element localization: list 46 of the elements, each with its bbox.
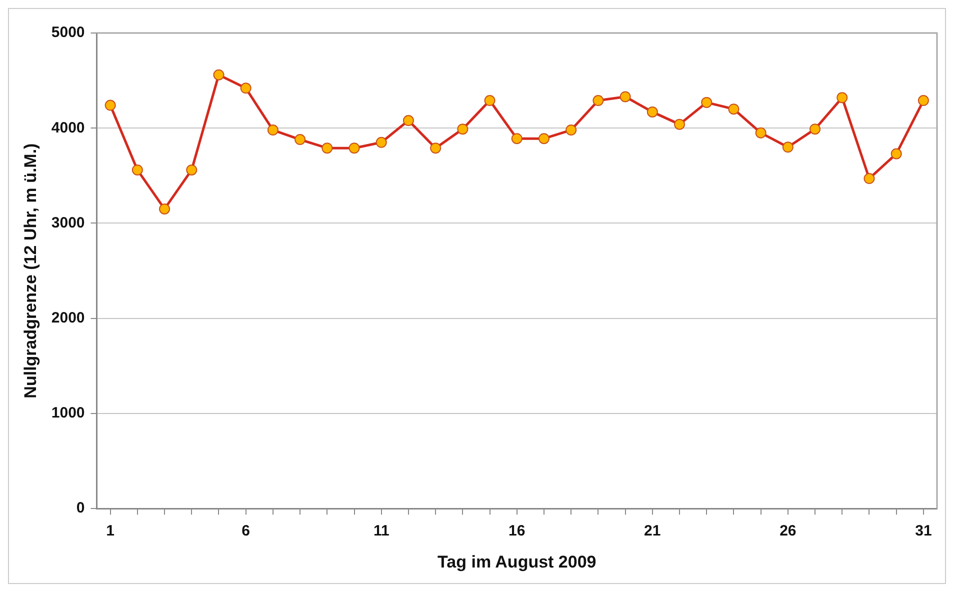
point — [646, 106, 658, 118]
point — [402, 115, 414, 126]
point — [322, 142, 333, 154]
point — [890, 148, 902, 160]
x-tick-label: 26 — [780, 522, 796, 540]
point — [511, 133, 522, 144]
y-tick-label: 4000 — [51, 119, 85, 136]
x-tick-label: 1 — [106, 522, 114, 540]
x-tick-label: 11 — [373, 522, 390, 540]
x-tick-label: 31 — [915, 522, 932, 540]
y-tick-label: 1000 — [51, 404, 85, 422]
point — [810, 124, 821, 135]
y-tick-label: 0 — [76, 500, 85, 517]
x-axis-title: Tag im August 2009 — [438, 552, 596, 572]
point — [728, 104, 740, 115]
y-tick-label: 2000 — [51, 310, 85, 326]
point — [213, 69, 224, 80]
point — [267, 124, 278, 136]
y-axis-title: Nullgradgrenze (12 Uhr, m ü.M.) — [20, 143, 40, 398]
point — [132, 164, 143, 176]
point — [864, 173, 875, 184]
x-tick-label: 21 — [644, 522, 661, 540]
point — [538, 133, 550, 144]
point — [430, 142, 442, 154]
point — [159, 203, 170, 214]
point — [918, 95, 929, 106]
point — [240, 82, 252, 94]
point — [755, 127, 766, 138]
y-tick-label: 5000 — [51, 24, 85, 42]
point — [186, 164, 198, 176]
point — [294, 134, 306, 146]
point — [457, 124, 468, 135]
x-tick-label: 16 — [508, 522, 526, 540]
point — [484, 95, 496, 106]
y-tick-label: 3000 — [51, 214, 85, 232]
point — [566, 124, 577, 136]
point — [592, 95, 604, 106]
point — [376, 136, 387, 148]
point — [701, 96, 712, 108]
point — [674, 118, 686, 130]
point — [836, 92, 848, 104]
point — [104, 100, 116, 111]
x-tick-label: 6 — [242, 522, 250, 540]
point — [782, 142, 794, 153]
point — [620, 91, 631, 102]
point — [348, 142, 360, 154]
